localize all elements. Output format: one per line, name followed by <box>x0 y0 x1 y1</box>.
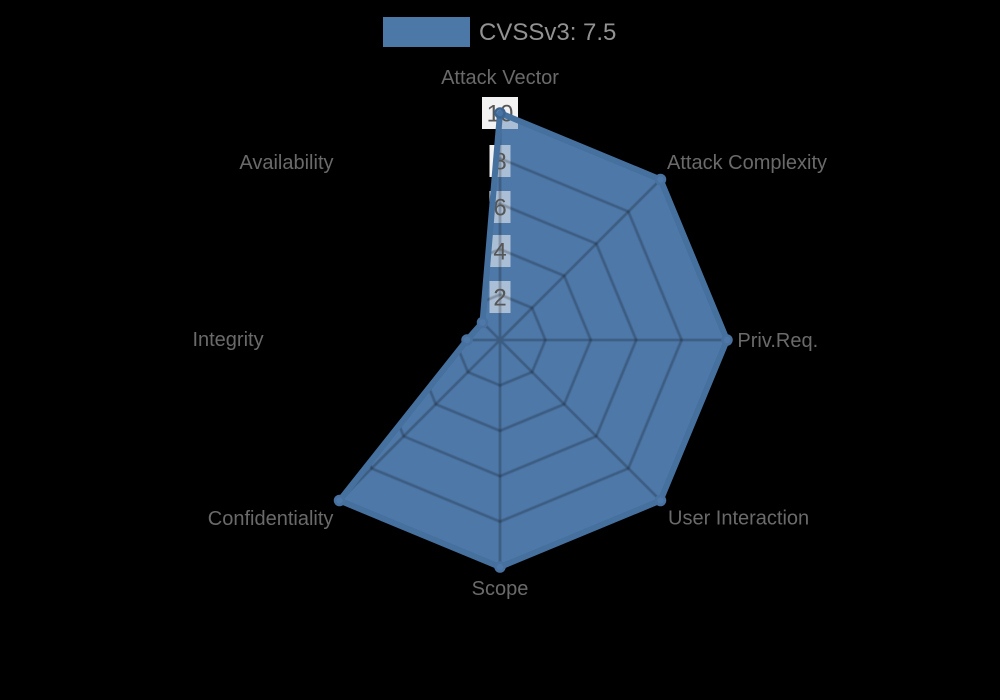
svg-text:Integrity: Integrity <box>192 329 263 351</box>
svg-text:Confidentiality: Confidentiality <box>208 508 334 530</box>
svg-text:User Interaction: User Interaction <box>668 508 809 530</box>
svg-text:Priv.Req.: Priv.Req. <box>737 330 818 352</box>
svg-text:4: 4 <box>493 239 506 266</box>
svg-text:Scope: Scope <box>472 578 529 600</box>
svg-text:Attack Vector: Attack Vector <box>441 67 559 89</box>
svg-text:Attack Complexity: Attack Complexity <box>667 152 827 174</box>
svg-text:CVSSv3: 7.5: CVSSv3: 7.5 <box>479 19 616 46</box>
svg-text:6: 6 <box>493 195 506 222</box>
svg-text:Availability: Availability <box>239 152 333 174</box>
svg-text:2: 2 <box>493 285 506 312</box>
